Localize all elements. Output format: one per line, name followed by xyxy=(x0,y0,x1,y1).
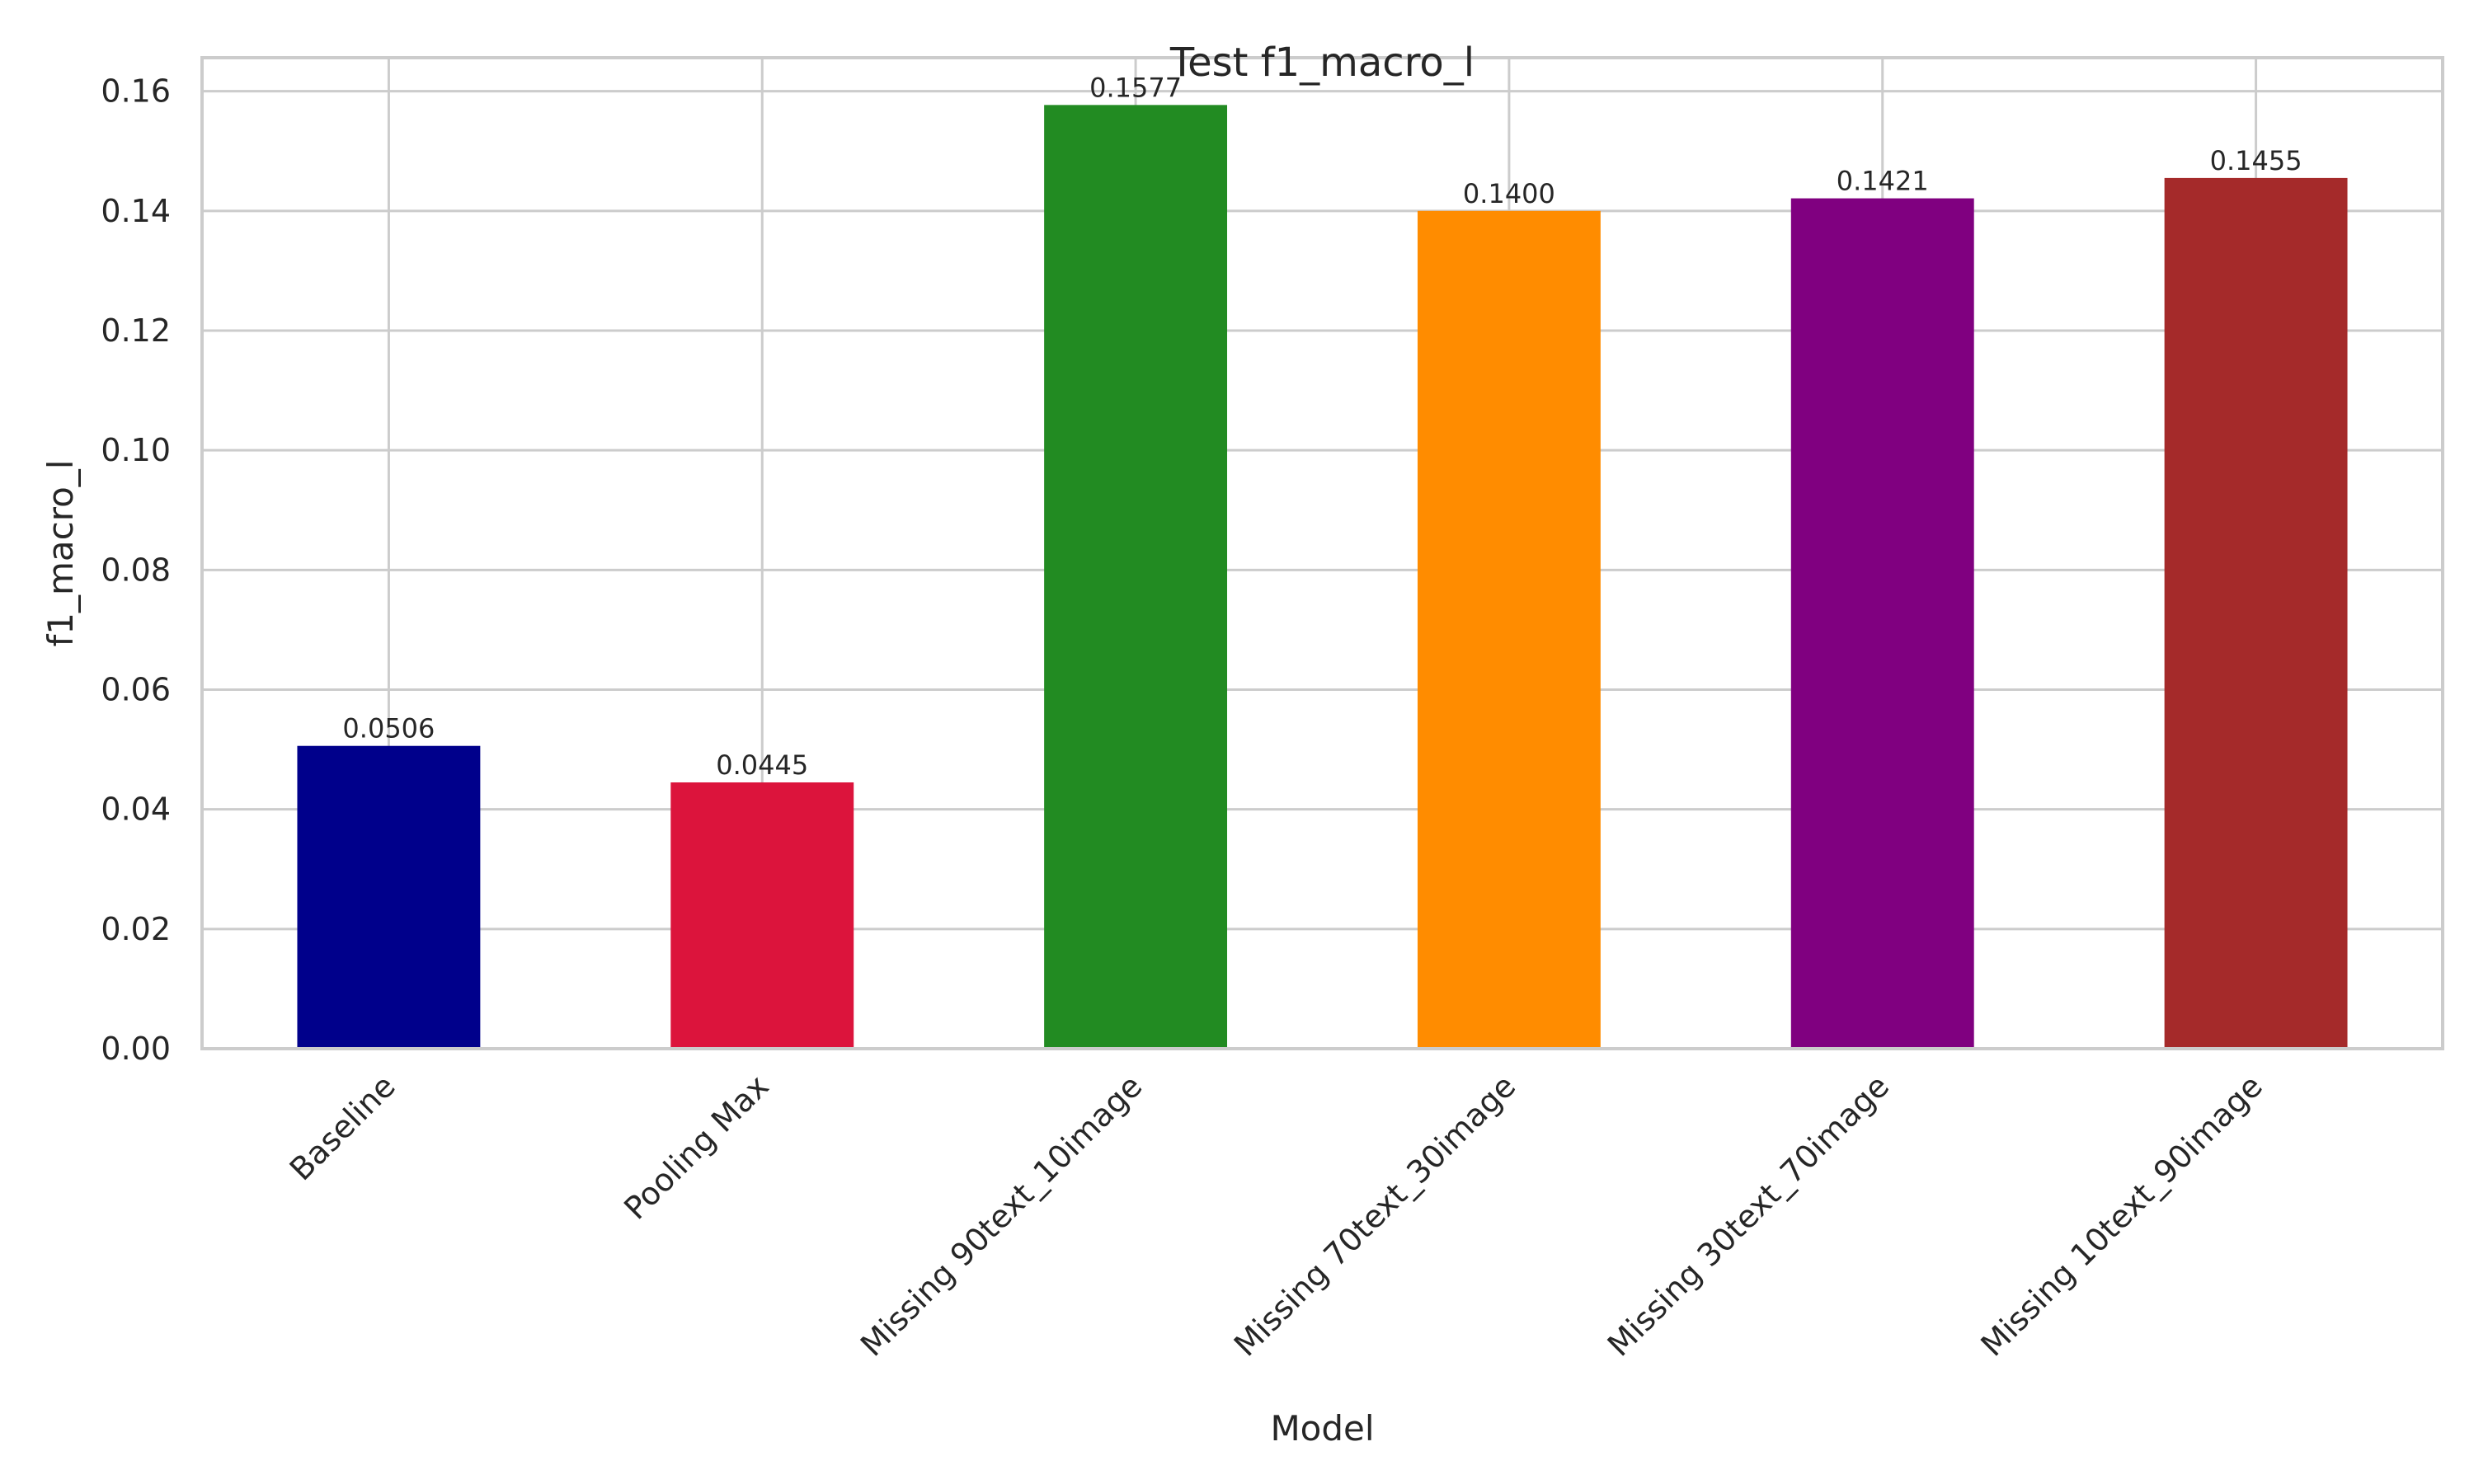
x-tick-label: Pooling Max xyxy=(617,1068,775,1226)
x-axis-label: Model xyxy=(1270,1408,1374,1449)
bar-value-label: 0.1455 xyxy=(2210,145,2302,176)
bar xyxy=(1790,198,1974,1049)
bar-value-label: 0.1577 xyxy=(1089,72,1182,103)
y-tick-label: 0.02 xyxy=(101,911,171,947)
bar-value-label: 0.0506 xyxy=(342,713,435,744)
x-tick-label: Missing 30text_70image xyxy=(1601,1068,1896,1363)
y-tick-label: 0.04 xyxy=(101,791,171,828)
x-tick-label: Baseline xyxy=(283,1068,402,1187)
y-tick-label: 0.10 xyxy=(101,432,171,468)
bar xyxy=(1417,210,1601,1050)
x-tick-label: Missing 10text_90image xyxy=(1974,1068,2269,1363)
chart-title: Test f1_macro_l xyxy=(1169,40,1475,86)
y-tick-label: 0.08 xyxy=(101,552,171,588)
x-tick-label: Missing 90text_10image xyxy=(854,1068,1149,1363)
bar-value-label: 0.1400 xyxy=(1463,178,1555,209)
bars xyxy=(297,105,2348,1050)
x-axis-ticks: Baseline Pooling Max Missing 90text_10imag… xyxy=(283,1068,2269,1363)
bar-value-label: 0.1421 xyxy=(1837,166,1929,197)
y-tick-label: 0.14 xyxy=(101,193,171,229)
bar xyxy=(1044,105,1228,1049)
y-tick-label: 0.06 xyxy=(101,671,171,707)
y-tick-label: 0.00 xyxy=(101,1031,171,1067)
data-labels: 0.0506 0.0445 0.1577 0.1400 0.1421 0.1455 xyxy=(342,72,2302,781)
y-axis-ticks: 0.00 0.02 0.04 0.06 0.08 0.10 0.12 0.14 0.16 xyxy=(101,73,171,1067)
y-tick-label: 0.12 xyxy=(101,312,171,349)
y-axis-label: f1_macro_l xyxy=(40,460,81,647)
y-tick-label: 0.16 xyxy=(101,73,171,110)
x-tick-label: Missing 70text_30image xyxy=(1227,1068,1522,1363)
bar xyxy=(670,782,854,1049)
bar-value-label: 0.0445 xyxy=(716,749,808,781)
bar xyxy=(2164,177,2348,1050)
plot-frame xyxy=(200,56,2444,1050)
grid xyxy=(202,58,2443,1050)
bar xyxy=(297,745,481,1049)
